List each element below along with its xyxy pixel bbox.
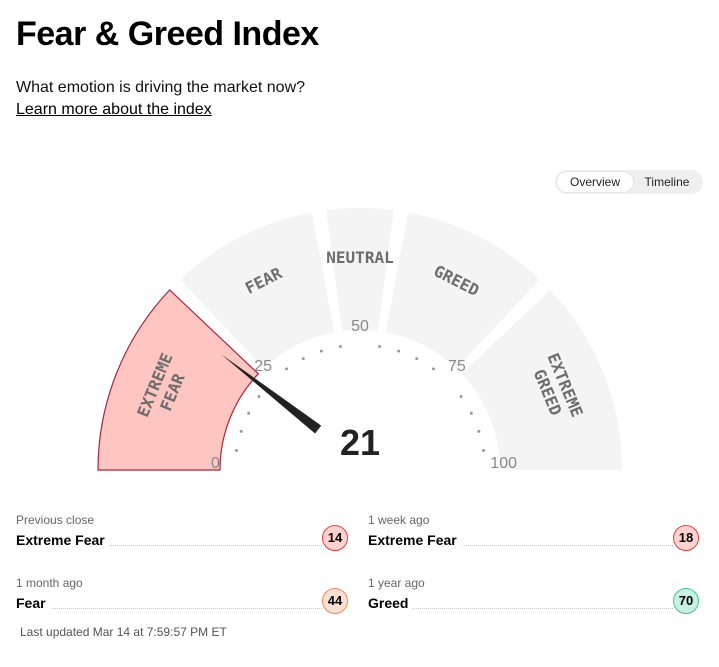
scale-label-25: 25 xyxy=(254,358,272,375)
history-period: 1 year ago xyxy=(368,576,425,590)
history-value-badge: 44 xyxy=(322,588,348,614)
gauge-segment-extreme-fear xyxy=(97,289,260,471)
view-toggle: Overview Timeline xyxy=(555,170,703,194)
scale-dot xyxy=(319,349,323,353)
history-rating: Fear xyxy=(16,594,50,612)
history-value-badge: 14 xyxy=(322,525,348,551)
history-period: Previous close xyxy=(16,513,95,527)
gauge-segment-fear xyxy=(179,212,335,369)
history-previous-close: Previous close Extreme Fear 14 xyxy=(16,513,348,563)
dotted-leader xyxy=(16,545,322,546)
scale-dot xyxy=(338,345,342,349)
scale-dot xyxy=(469,411,473,415)
scale-dot xyxy=(301,357,305,361)
scale-dot xyxy=(235,448,239,452)
page-subtitle: What emotion is driving the market now? xyxy=(16,79,306,96)
gauge-needle xyxy=(220,354,322,434)
dotted-leader xyxy=(368,545,673,546)
history-1-year-ago: 1 year ago Greed 70 xyxy=(368,576,699,626)
history-rating: Greed xyxy=(368,594,413,612)
learn-more-link[interactable]: Learn more about the index xyxy=(16,101,212,118)
history-rating: Extreme Fear xyxy=(368,531,461,549)
history-1-month-ago: 1 month ago Fear 44 xyxy=(16,576,348,626)
scale-dot xyxy=(378,345,382,349)
overview-tab[interactable]: Overview xyxy=(557,172,633,192)
gauge-segment-extreme-greed xyxy=(461,289,622,470)
dotted-leader xyxy=(368,608,673,609)
gauge-segment-greed xyxy=(385,212,541,369)
gauge-value: 21 xyxy=(340,422,380,463)
scale-dot xyxy=(459,395,463,399)
history-1-week-ago: 1 week ago Extreme Fear 18 xyxy=(368,513,699,563)
scale-dot xyxy=(239,429,243,433)
gauge-segment-neutral xyxy=(326,208,394,332)
history-rating: Extreme Fear xyxy=(16,531,109,549)
history-period: 1 week ago xyxy=(368,513,430,527)
last-updated: Last updated Mar 14 at 7:59:57 PM ET xyxy=(20,625,227,639)
fear-greed-gauge: EXTREMEFEARFEARNEUTRALGREEDEXTREMEGREED … xyxy=(97,208,622,490)
history-value-badge: 18 xyxy=(673,525,699,551)
scale-dot xyxy=(285,367,289,371)
scale-label-0: 0 xyxy=(211,455,220,472)
dotted-leader xyxy=(16,608,322,609)
scale-label-50: 50 xyxy=(351,318,369,335)
history-value-badge: 70 xyxy=(673,588,699,614)
scale-dot xyxy=(397,349,401,353)
scale-dot xyxy=(415,357,419,361)
gauge-label-neutral: NEUTRAL xyxy=(326,248,393,267)
gauge-center-disc xyxy=(305,407,415,490)
scale-dot xyxy=(431,367,435,371)
scale-label-100: 100 xyxy=(490,455,517,472)
scale-dot xyxy=(477,429,481,433)
scale-dot xyxy=(481,448,485,452)
scale-dot xyxy=(247,411,251,415)
scale-label-75: 75 xyxy=(448,358,466,375)
history-period: 1 month ago xyxy=(16,576,83,590)
timeline-tab[interactable]: Timeline xyxy=(644,175,690,189)
scale-dot xyxy=(257,395,261,399)
page-title: Fear & Greed Index xyxy=(16,15,319,53)
